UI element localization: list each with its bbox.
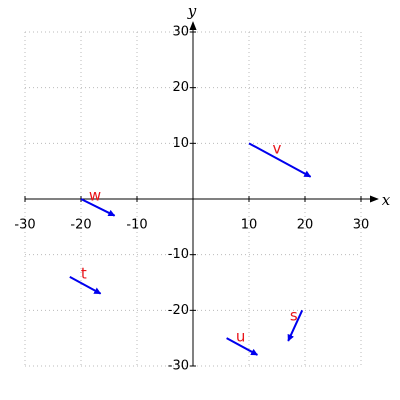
x-tick-label: 20 bbox=[297, 218, 314, 233]
y-tick-label: -20 bbox=[168, 303, 189, 318]
vector-label: u bbox=[236, 328, 246, 346]
y-tick-label: -30 bbox=[168, 359, 189, 374]
y-axis-label: y bbox=[187, 2, 197, 20]
vector-arrow bbox=[226, 337, 259, 356]
x-axis-label: x bbox=[382, 191, 391, 209]
vectors: v w t u s bbox=[69, 139, 312, 356]
y-tick-label: 20 bbox=[172, 80, 189, 95]
y-tick-label: 10 bbox=[172, 136, 189, 151]
vector-arrow bbox=[287, 309, 304, 342]
x-tick-label: 10 bbox=[241, 218, 258, 233]
x-tick-label: 30 bbox=[353, 218, 370, 233]
y-tick-label: -10 bbox=[168, 247, 189, 262]
x-tick-label: -10 bbox=[126, 218, 147, 233]
vector-arrow bbox=[248, 142, 312, 178]
vector-arrow bbox=[69, 276, 102, 295]
vector-arrow bbox=[80, 198, 116, 217]
vector-label: v bbox=[273, 139, 282, 157]
vector-label: t bbox=[81, 265, 87, 283]
x-tick-label: -20 bbox=[70, 218, 91, 233]
y-tick-label: 30 bbox=[172, 25, 189, 40]
vector-label: s bbox=[290, 306, 298, 324]
vector-label: w bbox=[89, 187, 101, 205]
x-tick-label: -30 bbox=[14, 218, 35, 233]
